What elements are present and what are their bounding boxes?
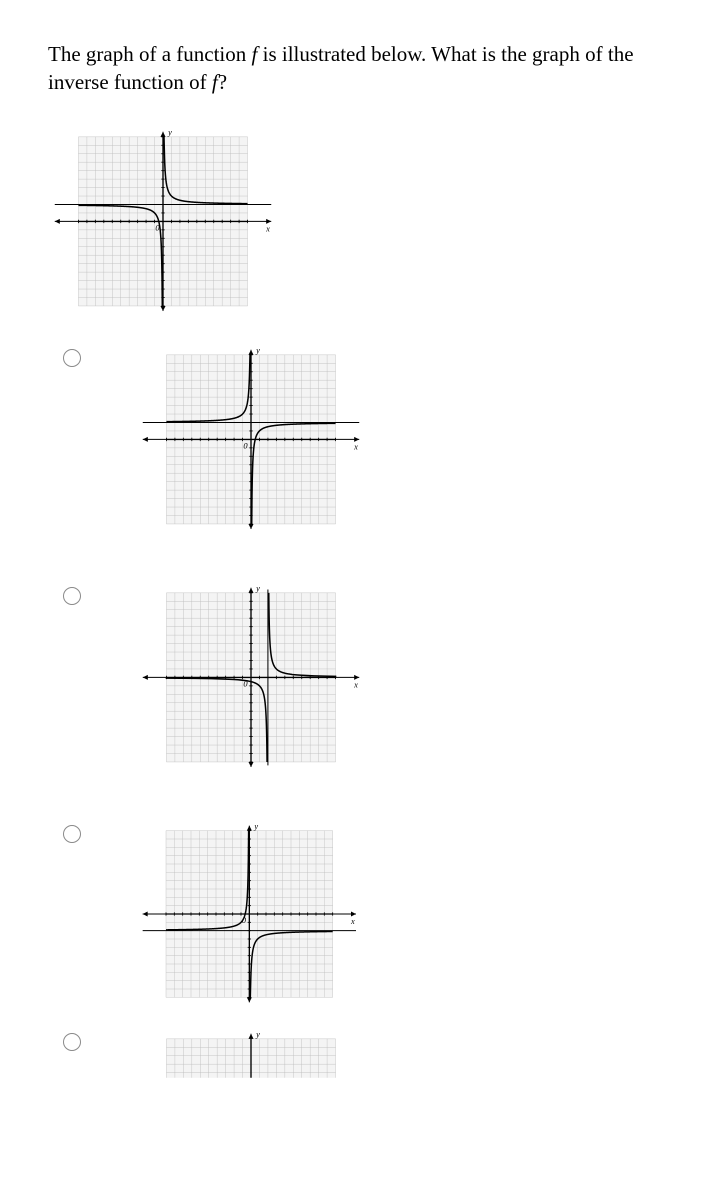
option-radio[interactable] xyxy=(63,587,81,605)
chart-cell: yx0 xyxy=(48,125,679,325)
svg-text:y: y xyxy=(255,1029,260,1039)
radio-column xyxy=(48,1027,96,1051)
answer-option: yx0 xyxy=(48,343,679,563)
svg-text:x: x xyxy=(353,441,358,451)
svg-text:y: y xyxy=(253,822,258,831)
question-text: The graph of a function f is illustrated… xyxy=(48,40,679,97)
question-prefix: The graph of a function xyxy=(48,42,252,66)
charts-container: yx0yx0yx0yx0yx0 xyxy=(48,125,679,1087)
chart-cell: yx0 xyxy=(96,343,679,563)
answer-option: yx0 xyxy=(48,581,679,801)
given-graph: yx0 xyxy=(48,125,278,325)
radio-column xyxy=(48,581,96,605)
svg-text:x: x xyxy=(265,223,270,233)
svg-text:x: x xyxy=(350,917,355,926)
answer-option: yx0 xyxy=(48,819,679,1009)
chart-cell: yx0 xyxy=(96,581,679,801)
radio-column xyxy=(48,819,96,843)
chart-cell: yx0 xyxy=(96,819,679,1009)
svg-text:y: y xyxy=(167,127,172,137)
svg-text:y: y xyxy=(255,583,260,593)
option-graph: yx0 xyxy=(136,1027,366,1087)
option-graph: yx0 xyxy=(136,343,366,563)
option-radio[interactable] xyxy=(63,1033,81,1051)
option-radio[interactable] xyxy=(63,349,81,367)
option-graph: yx0 xyxy=(136,581,366,801)
radio-column xyxy=(48,343,96,367)
question-graph: yx0 xyxy=(48,125,679,325)
svg-text:x: x xyxy=(353,679,358,689)
svg-text:y: y xyxy=(255,345,260,355)
option-radio[interactable] xyxy=(63,825,81,843)
answer-option: yx0 xyxy=(48,1027,679,1087)
option-graph: yx0 xyxy=(136,819,366,1009)
chart-cell: yx0 xyxy=(96,1027,679,1087)
question-suffix: ? xyxy=(218,70,227,94)
